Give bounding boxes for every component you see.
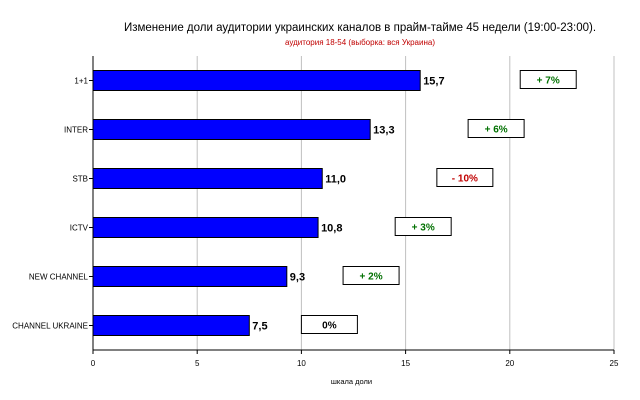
value-label: 11,0 — [325, 174, 346, 186]
value-label: 7,5 — [252, 321, 267, 333]
x-tick-label: 25 — [610, 359, 619, 368]
change-box — [394, 217, 452, 236]
x-tick-label: 15 — [401, 359, 410, 368]
bar — [92, 70, 421, 91]
bar — [92, 119, 371, 140]
change-label: + 6% — [485, 125, 508, 136]
x-tick-label: 5 — [195, 359, 200, 368]
category-label: INTER — [64, 126, 88, 135]
x-tick-label: 20 — [505, 359, 514, 368]
change-label: 0% — [322, 321, 337, 332]
category-label: CHANNEL UKRAINE — [12, 322, 88, 331]
category-label: ICTV — [70, 224, 89, 233]
change-label: + 2% — [360, 272, 383, 283]
change-box — [436, 168, 494, 187]
value-label: 15,7 — [423, 76, 444, 88]
x-tick-label: 0 — [91, 359, 96, 368]
value-label: 13,3 — [373, 125, 394, 137]
value-label: 10,8 — [321, 223, 342, 235]
change-box — [467, 119, 525, 138]
category-label: STB — [72, 175, 88, 184]
bar — [92, 217, 319, 238]
change-label: + 3% — [412, 223, 435, 234]
category-label: 1+1 — [74, 77, 88, 86]
change-box — [342, 266, 400, 285]
value-label: 9,3 — [290, 272, 305, 284]
x-axis-label: шкала доли — [331, 377, 372, 386]
category-label: NEW CHANNEL — [29, 273, 89, 282]
chart-subtitle: аудитория 18-54 (выборка: вся Украина) — [285, 38, 435, 47]
change-label: + 7% — [537, 76, 560, 87]
chart-title: Изменение доли аудитории украинских кана… — [123, 22, 597, 34]
bar — [92, 168, 323, 189]
change-box — [300, 315, 358, 334]
x-tick-label: 10 — [297, 359, 306, 368]
change-label: - 10% — [452, 174, 478, 185]
bar — [92, 266, 288, 287]
bar — [92, 315, 250, 336]
change-box — [519, 70, 577, 89]
